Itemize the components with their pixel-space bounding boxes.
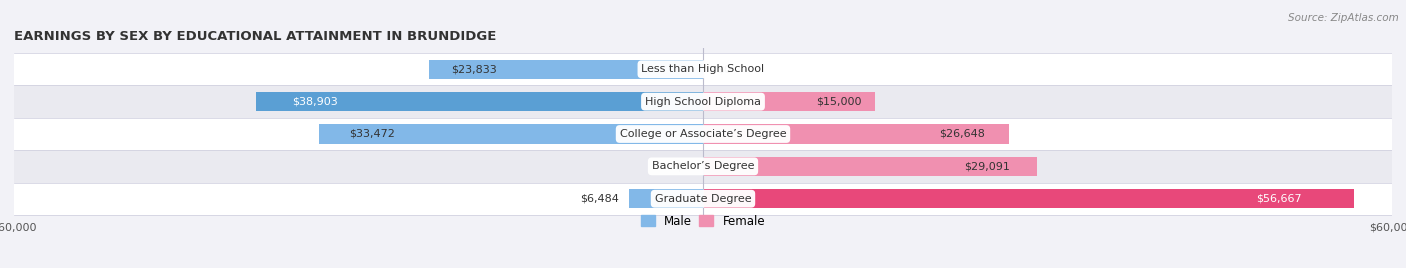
Bar xyxy=(14,118,1392,150)
Text: Graduate Degree: Graduate Degree xyxy=(655,194,751,204)
Text: $0: $0 xyxy=(675,161,689,171)
Text: $33,472: $33,472 xyxy=(350,129,395,139)
Text: $15,000: $15,000 xyxy=(815,97,862,107)
Bar xyxy=(429,59,703,79)
Text: College or Associate’s Degree: College or Associate’s Degree xyxy=(620,129,786,139)
Text: Bachelor’s Degree: Bachelor’s Degree xyxy=(652,161,754,171)
Text: Less than High School: Less than High School xyxy=(641,64,765,74)
Bar xyxy=(319,124,703,144)
Bar xyxy=(703,92,875,111)
Text: $38,903: $38,903 xyxy=(292,97,337,107)
Text: $6,484: $6,484 xyxy=(581,194,620,204)
Bar xyxy=(628,189,703,209)
Text: Source: ZipAtlas.com: Source: ZipAtlas.com xyxy=(1288,13,1399,23)
Text: High School Diploma: High School Diploma xyxy=(645,97,761,107)
Text: $56,667: $56,667 xyxy=(1256,194,1302,204)
Bar xyxy=(14,183,1392,215)
Bar xyxy=(703,124,1010,144)
Bar xyxy=(14,53,1392,85)
Text: $23,833: $23,833 xyxy=(451,64,496,74)
Text: $0: $0 xyxy=(717,64,731,74)
Text: $26,648: $26,648 xyxy=(939,129,984,139)
Bar xyxy=(14,85,1392,118)
Legend: Male, Female: Male, Female xyxy=(641,215,765,228)
Bar xyxy=(14,150,1392,183)
Bar xyxy=(256,92,703,111)
Bar xyxy=(703,157,1038,176)
Bar xyxy=(703,189,1354,209)
Text: $29,091: $29,091 xyxy=(965,161,1011,171)
Text: EARNINGS BY SEX BY EDUCATIONAL ATTAINMENT IN BRUNDIDGE: EARNINGS BY SEX BY EDUCATIONAL ATTAINMEN… xyxy=(14,30,496,43)
